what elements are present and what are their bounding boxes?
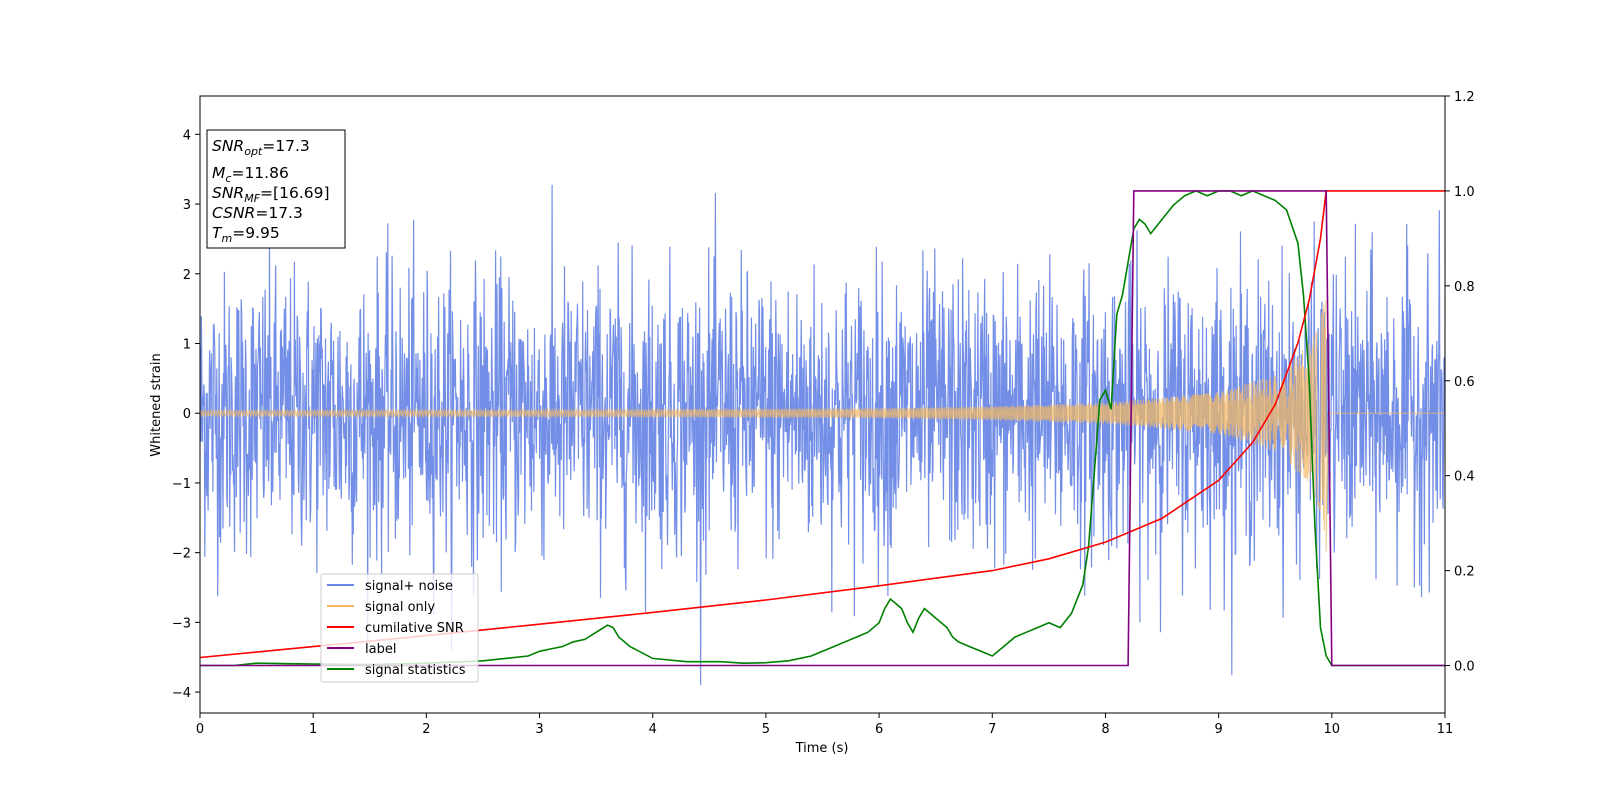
y-tick-label: 1 [183,337,191,352]
y-tick-label: −3 [172,616,191,631]
y2-tick-label: 0.6 [1454,375,1475,390]
x-tick-label: 0 [196,722,204,737]
y-tick-label: −2 [172,547,191,562]
x-tick-label: 5 [762,722,770,737]
y-tick-label: 0 [183,407,191,422]
y-tick-label: 3 [183,198,191,213]
x-tick-label: 8 [1101,722,1109,737]
plot-frame [199,95,1446,714]
legend-label-signal-statistics: signal statistics [365,663,466,678]
annotation-tm: Tm=9.95 [212,224,280,245]
x-tick-label: 4 [649,722,657,737]
annotation-mc: Mc=11.86 [212,164,289,185]
x-tick-label: 2 [422,722,430,737]
y2-tick-label: 0.4 [1454,470,1475,485]
legend-label-cumulative-snr: cumilative SNR [365,621,464,636]
y2-tick-label: 1.0 [1454,185,1475,200]
legend-label-signal-only: signal only [365,600,435,615]
y-tick-label: 2 [183,268,191,283]
y-tick-label: −4 [172,686,191,701]
y2-tick-label: 0.0 [1454,660,1475,675]
series-layer [200,184,1445,686]
y-tick-label: −1 [172,477,191,492]
ticks-layer: 0 1 2 3 4 5 6 7 8 9 10 11 −4 −3 −2 −1 0 1 2 3 4 0.0 0.2 0.4 0.6 0… [172,90,1475,737]
annotation-box: SNRopt=17.3 Mc=11.86 SNRMF=[16.69] CSNR=… [206,129,346,249]
legend-label-signal-noise: signal+ noise [365,579,453,594]
x-tick-label: 6 [875,722,883,737]
y-tick-label: 4 [183,128,191,143]
legend-label-label: label [365,642,396,657]
x-tick-label: 9 [1214,722,1222,737]
x-tick-label: 1 [309,722,317,737]
x-axis-label: Time (s) [795,741,849,756]
series-label [200,190,1445,667]
x-tick-label: 10 [1324,722,1341,737]
legend-frame [320,573,479,683]
series-cumulative-snr [200,190,1445,659]
y2-tick-label: 1.2 [1454,90,1475,105]
legend: signal+ noise signal only cumilative SNR… [320,573,479,683]
y2-tick-label: 0.8 [1454,280,1475,295]
annotation-csnr: CSNR=17.3 [212,204,303,222]
annotation-snr-opt: SNRopt=17.3 [212,137,310,158]
y-axis-label: Whitened strain [149,353,164,456]
annotation-snr-mf: SNRMF=[16.69] [212,184,330,205]
x-tick-label: 7 [988,722,996,737]
y2-tick-label: 0.2 [1454,565,1475,580]
x-tick-label: 3 [535,722,543,737]
annotation-frame [206,129,346,249]
series-signal-only [200,300,1445,552]
x-tick-label: 11 [1437,722,1454,737]
